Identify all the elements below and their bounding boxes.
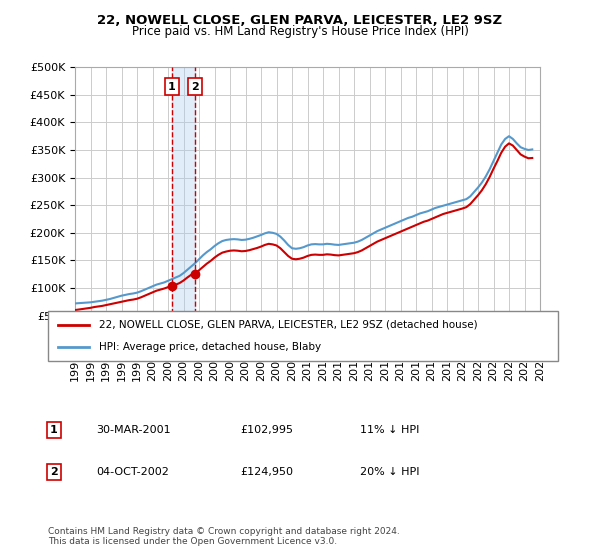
Text: HPI: Average price, detached house, Blaby: HPI: Average price, detached house, Blab… bbox=[99, 342, 321, 352]
Text: 2: 2 bbox=[50, 467, 58, 477]
Text: 04-OCT-2002: 04-OCT-2002 bbox=[96, 467, 169, 477]
Text: Price paid vs. HM Land Registry's House Price Index (HPI): Price paid vs. HM Land Registry's House … bbox=[131, 25, 469, 38]
Text: 22, NOWELL CLOSE, GLEN PARVA, LEICESTER, LE2 9SZ: 22, NOWELL CLOSE, GLEN PARVA, LEICESTER,… bbox=[97, 14, 503, 27]
Text: 22, NOWELL CLOSE, GLEN PARVA, LEICESTER, LE2 9SZ (detached house): 22, NOWELL CLOSE, GLEN PARVA, LEICESTER,… bbox=[99, 320, 478, 330]
Text: £124,950: £124,950 bbox=[240, 467, 293, 477]
Text: Contains HM Land Registry data © Crown copyright and database right 2024.
This d: Contains HM Land Registry data © Crown c… bbox=[48, 526, 400, 546]
FancyBboxPatch shape bbox=[48, 311, 558, 361]
Bar bbox=[172, 67, 195, 343]
Text: 1: 1 bbox=[168, 82, 176, 91]
Text: 2: 2 bbox=[191, 82, 199, 91]
Text: 1: 1 bbox=[50, 425, 58, 435]
Text: 20% ↓ HPI: 20% ↓ HPI bbox=[360, 467, 419, 477]
Text: 11% ↓ HPI: 11% ↓ HPI bbox=[360, 425, 419, 435]
Text: £102,995: £102,995 bbox=[240, 425, 293, 435]
Text: 30-MAR-2001: 30-MAR-2001 bbox=[96, 425, 170, 435]
